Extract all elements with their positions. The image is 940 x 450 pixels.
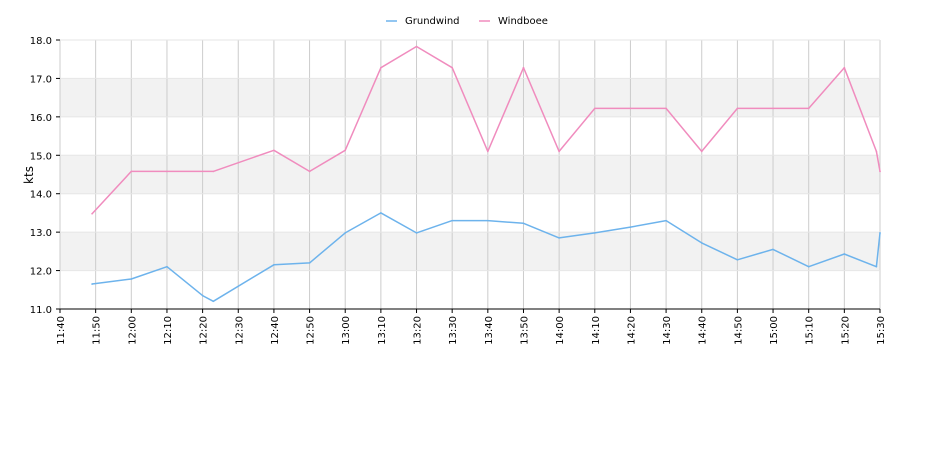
x-tick-label: 15:10 — [805, 316, 816, 345]
plot-band — [60, 155, 880, 194]
data-point-windboee[interactable] — [879, 170, 881, 173]
y-tick-label: 11.0 — [30, 305, 52, 316]
legend-item-grundwind[interactable]: Grundwind — [386, 16, 460, 27]
data-point-grundwind[interactable] — [665, 219, 667, 222]
data-point-windboee[interactable] — [308, 170, 311, 173]
data-point-windboee[interactable] — [451, 66, 453, 69]
data-point-windboee[interactable] — [700, 150, 703, 153]
data-point-grundwind[interactable] — [380, 212, 382, 214]
data-point-windboee[interactable] — [91, 212, 93, 215]
x-tick-label: 14:00 — [555, 316, 566, 345]
x-tick-label: 12:10 — [163, 316, 174, 345]
data-point-grundwind[interactable] — [700, 242, 703, 244]
data-point-grundwind[interactable] — [166, 265, 168, 268]
y-tick-label: 18.0 — [30, 36, 52, 47]
data-point-grundwind[interactable] — [344, 232, 347, 234]
x-tick-labels: 11:40 11:50 12:00 12:10 12:20 12:30 12:40 12:50… — [56, 316, 887, 345]
x-tick-label: 13:10 — [377, 316, 388, 345]
x-tick-label: 14:30 — [662, 316, 673, 345]
data-point-grundwind[interactable] — [593, 232, 596, 234]
x-tick-label: 12:30 — [234, 316, 245, 345]
data-point-windboee[interactable] — [558, 150, 560, 153]
y-tick-label: 12.0 — [30, 267, 52, 278]
data-point-grundwind[interactable] — [415, 232, 418, 234]
data-point-windboee[interactable] — [807, 107, 810, 110]
y-tick-label: 17.0 — [30, 74, 52, 85]
series-lines — [91, 45, 881, 303]
y-axis-label: kts — [22, 166, 36, 184]
data-point-windboee[interactable] — [415, 45, 418, 48]
x-tick-label: 13:20 — [413, 316, 424, 345]
x-tick-label: 14:10 — [591, 316, 602, 345]
x-tick-label: 11:40 — [56, 316, 67, 345]
data-point-grundwind[interactable] — [879, 232, 881, 234]
data-point-windboee[interactable] — [843, 66, 846, 69]
data-point-windboee[interactable] — [629, 107, 632, 110]
y-tick-label: 13.0 — [30, 228, 52, 239]
x-tick-label: 12:00 — [127, 316, 138, 345]
data-point-windboee[interactable] — [212, 170, 215, 173]
data-point-windboee[interactable] — [875, 150, 878, 153]
y-tick-label: 15.0 — [30, 151, 52, 162]
data-point-windboee[interactable] — [273, 149, 275, 152]
data-point-grundwind[interactable] — [487, 219, 489, 222]
x-tick-label: 13:00 — [341, 316, 352, 345]
data-point-windboee[interactable] — [166, 170, 168, 173]
data-point-windboee[interactable] — [344, 149, 347, 152]
data-point-grundwind[interactable] — [212, 300, 215, 303]
x-tick-label: 13:40 — [484, 316, 495, 345]
x-tick-label: 12:40 — [270, 316, 281, 345]
data-point-windboee[interactable] — [593, 107, 596, 110]
x-tick-label: 13:50 — [519, 316, 530, 345]
data-point-grundwind[interactable] — [201, 294, 204, 297]
x-tick-label: 14:40 — [698, 316, 709, 345]
legend: Grundwind Windboee — [386, 16, 548, 27]
data-point-windboee[interactable] — [665, 107, 667, 110]
data-point-windboee[interactable] — [736, 107, 739, 110]
y-tick-label: 14.0 — [30, 190, 52, 201]
data-point-grundwind[interactable] — [522, 222, 525, 225]
data-point-grundwind[interactable] — [843, 253, 846, 255]
legend-label-windboee: Windboee — [498, 16, 548, 27]
y-tick-labels: 11.0 12.0 13.0 14.0 15.0 16.0 17.0 18.0 — [30, 36, 52, 316]
x-tick-label: 12:50 — [306, 316, 317, 345]
data-point-grundwind[interactable] — [807, 265, 810, 268]
x-tick-label: 15:20 — [840, 316, 851, 345]
series-line-grundwind — [91, 212, 881, 303]
x-tick-label: 11:50 — [92, 316, 103, 345]
data-point-windboee[interactable] — [522, 66, 525, 69]
data-point-windboee[interactable] — [380, 66, 382, 69]
x-tick-label: 13:30 — [448, 316, 459, 345]
data-point-grundwind[interactable] — [558, 237, 560, 239]
data-point-grundwind[interactable] — [273, 264, 275, 266]
data-point-grundwind[interactable] — [451, 219, 453, 222]
horizontal-gridlines — [56, 39, 880, 310]
plot-band — [60, 232, 880, 271]
legend-label-grundwind: Grundwind — [405, 16, 460, 27]
data-point-grundwind[interactable] — [772, 248, 774, 251]
data-point-grundwind[interactable] — [130, 278, 133, 280]
data-point-windboee[interactable] — [487, 150, 489, 153]
vertical-gridlines — [59, 40, 881, 313]
x-tick-label: 14:50 — [733, 316, 744, 345]
x-tick-label: 15:00 — [769, 316, 780, 345]
data-point-grundwind[interactable] — [629, 226, 632, 228]
data-point-windboee[interactable] — [130, 170, 133, 173]
legend-item-windboee[interactable]: Windboee — [479, 16, 548, 27]
data-point-windboee[interactable] — [772, 107, 774, 110]
plot-bands — [60, 78, 880, 271]
x-tick-label: 15:30 — [876, 316, 887, 345]
data-point-grundwind[interactable] — [736, 259, 739, 261]
data-point-grundwind[interactable] — [91, 283, 93, 285]
y-tick-label: 16.0 — [30, 113, 52, 124]
x-tick-label: 12:20 — [199, 316, 210, 345]
data-point-grundwind[interactable] — [875, 265, 878, 268]
data-point-grundwind[interactable] — [308, 262, 311, 264]
x-tick-label: 14:20 — [626, 316, 637, 345]
